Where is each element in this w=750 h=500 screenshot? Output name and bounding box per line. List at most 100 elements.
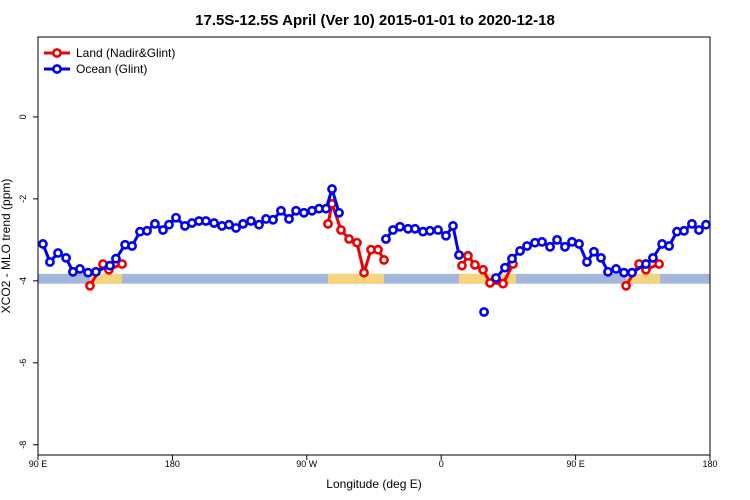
legend-marker <box>52 48 62 58</box>
y-tick-label: -2 <box>18 195 28 203</box>
point <box>522 241 532 251</box>
point <box>291 205 301 216</box>
point <box>127 241 137 251</box>
point <box>334 207 344 218</box>
point <box>395 221 405 232</box>
point <box>701 219 711 230</box>
point <box>246 216 256 226</box>
point <box>150 218 160 229</box>
point <box>641 259 651 269</box>
point <box>454 250 464 260</box>
point <box>621 280 631 291</box>
point <box>537 237 547 247</box>
point <box>589 246 599 257</box>
point <box>105 260 115 271</box>
point <box>201 216 211 226</box>
point <box>164 219 174 230</box>
point <box>479 307 489 317</box>
point <box>379 255 389 265</box>
point <box>276 205 286 216</box>
point <box>433 225 443 235</box>
point <box>611 264 621 274</box>
point <box>231 223 241 233</box>
point <box>91 266 101 277</box>
y-tick-label: 0 <box>18 114 28 119</box>
point <box>336 225 346 235</box>
legend-marker <box>52 64 62 74</box>
x-tick-label: 90 E <box>566 459 585 469</box>
point <box>463 250 473 261</box>
point <box>268 214 278 225</box>
point <box>654 259 664 269</box>
point <box>410 223 420 234</box>
point <box>457 260 467 271</box>
point <box>545 241 555 252</box>
point <box>158 225 168 235</box>
point <box>381 234 391 244</box>
point <box>299 207 309 218</box>
point <box>38 239 48 249</box>
legend-label: Land (Nadir&Glint) <box>76 46 175 60</box>
point <box>648 252 658 263</box>
x-tick-label: 90 W <box>296 459 318 469</box>
point <box>582 257 592 267</box>
point <box>45 257 55 267</box>
chart-title: 17.5S-12.5S April (Ver 10) 2015-01-01 to… <box>195 12 555 29</box>
point <box>61 252 71 263</box>
point <box>560 241 570 252</box>
point <box>478 264 488 275</box>
point <box>425 225 435 236</box>
point <box>441 230 451 241</box>
land-band <box>89 273 123 284</box>
x-tick-label: 90 E <box>29 459 48 469</box>
point <box>117 259 127 269</box>
point <box>142 225 152 236</box>
plot-frame <box>37 36 711 456</box>
point <box>491 273 501 283</box>
y-tick-label: -4 <box>18 277 28 285</box>
land-band <box>328 273 385 284</box>
point <box>171 212 181 223</box>
point <box>321 203 331 214</box>
point <box>515 246 525 256</box>
point <box>694 225 704 235</box>
point <box>687 218 697 229</box>
x-tick-label: 0 <box>439 459 444 469</box>
point <box>53 248 63 258</box>
point <box>485 277 495 288</box>
point <box>498 278 508 289</box>
y-tick-label: -6 <box>18 359 28 367</box>
point <box>373 244 383 255</box>
y-tick-label: -8 <box>18 441 28 449</box>
point <box>603 266 613 277</box>
point <box>627 267 637 278</box>
point <box>664 241 674 251</box>
point <box>507 253 517 264</box>
x-tick-label: 180 <box>165 459 180 469</box>
point <box>596 252 606 263</box>
point <box>327 184 337 194</box>
point <box>359 267 369 278</box>
point <box>619 267 629 278</box>
y-axis-label: XCO2 - MLO trend (ppm) <box>0 179 13 314</box>
point <box>448 221 458 231</box>
point <box>83 267 93 278</box>
point <box>500 262 510 273</box>
point <box>552 234 562 245</box>
point <box>352 237 362 248</box>
point <box>209 218 219 228</box>
point <box>254 219 264 230</box>
point <box>238 218 248 229</box>
legend-label: Ocean (Glint) <box>76 62 147 76</box>
point <box>75 264 85 274</box>
x-axis-label: Longitude (deg E) <box>326 477 421 491</box>
point <box>284 214 294 224</box>
x-tick-label: 180 <box>702 459 717 469</box>
point <box>323 218 333 229</box>
series-line <box>41 183 341 275</box>
land-band <box>626 273 661 284</box>
point <box>470 259 480 270</box>
point <box>111 253 121 264</box>
point <box>679 225 689 236</box>
